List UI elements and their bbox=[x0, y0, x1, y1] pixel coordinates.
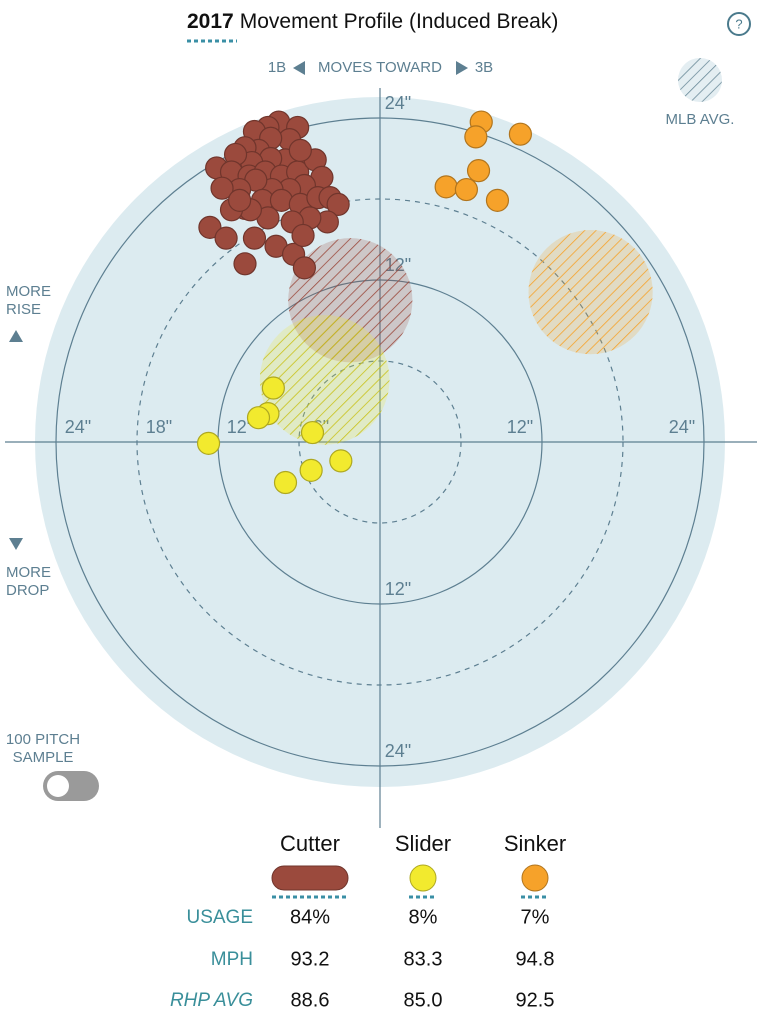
pitch bbox=[233, 252, 257, 276]
legend-name[interactable]: Cutter bbox=[280, 831, 340, 856]
direction-middle: MOVES TOWARD bbox=[318, 59, 442, 76]
pitch bbox=[508, 122, 533, 146]
legend-name[interactable]: Sinker bbox=[504, 831, 566, 856]
help-button[interactable] bbox=[727, 12, 751, 36]
pitch bbox=[485, 188, 510, 212]
pitch bbox=[454, 177, 478, 202]
arrow-left bbox=[293, 61, 305, 75]
drop-label: MORE bbox=[6, 564, 51, 581]
x-tick-label: 24" bbox=[669, 417, 695, 437]
cell: 94.8 bbox=[516, 948, 555, 970]
row-label: RHP AVG bbox=[170, 990, 253, 1011]
cell: 88.6 bbox=[291, 989, 330, 1011]
mlb-avg-icon-hatch bbox=[678, 58, 722, 102]
pitch bbox=[261, 376, 285, 400]
mlb-avg-zone bbox=[259, 315, 390, 445]
pitch bbox=[228, 188, 252, 212]
x-tick-label: 18" bbox=[146, 417, 172, 437]
pitch bbox=[434, 175, 458, 199]
legend-name[interactable]: Slider bbox=[395, 831, 451, 856]
mlb-avg-zone bbox=[528, 230, 653, 355]
y-tick-label: 24" bbox=[385, 741, 411, 761]
title: 2017 Movement Profile (Induced Break) bbox=[187, 10, 558, 33]
cell: 7% bbox=[521, 906, 550, 928]
rise-label: RISE bbox=[6, 301, 41, 318]
pitch bbox=[326, 192, 350, 216]
cell: 92.5 bbox=[516, 989, 555, 1011]
sample-label: SAMPLE bbox=[13, 749, 74, 766]
pitch bbox=[242, 226, 267, 250]
arrow-right bbox=[456, 61, 468, 75]
mlb-avg-label: MLB AVG. bbox=[666, 111, 735, 128]
drop-arrow bbox=[9, 538, 23, 550]
y-tick-label: 24" bbox=[385, 93, 411, 113]
cell: 83.3 bbox=[404, 948, 443, 970]
cell: 84% bbox=[290, 906, 330, 928]
row-label: MPH bbox=[211, 949, 253, 970]
sample-label: 100 PITCH bbox=[6, 731, 80, 748]
pitch bbox=[210, 176, 234, 200]
pitch bbox=[300, 420, 325, 445]
row-label: USAGE bbox=[186, 907, 253, 928]
help-icon[interactable]: ? bbox=[735, 16, 742, 31]
legend-swatch[interactable] bbox=[271, 865, 349, 891]
cell: 8% bbox=[409, 906, 438, 928]
pitch bbox=[291, 223, 315, 248]
pitch bbox=[196, 431, 221, 455]
cell: 93.2 bbox=[291, 948, 330, 970]
pitch bbox=[329, 449, 353, 473]
legend-swatch[interactable] bbox=[409, 864, 437, 892]
pitch bbox=[214, 226, 238, 250]
pitch bbox=[466, 159, 491, 183]
drop-label: DROP bbox=[6, 582, 49, 599]
title-year[interactable]: 2017 bbox=[187, 10, 234, 33]
title-text: Movement Profile (Induced Break) bbox=[240, 10, 559, 33]
pitch bbox=[292, 256, 316, 280]
cell: 85.0 bbox=[404, 989, 443, 1011]
x-tick-label: 24" bbox=[65, 417, 91, 437]
y-tick-label: 12" bbox=[385, 579, 411, 599]
direction-right: 3B bbox=[475, 59, 493, 76]
pitch bbox=[273, 470, 298, 495]
rise-arrow bbox=[9, 330, 23, 342]
x-tick-label: 12" bbox=[227, 417, 253, 437]
plot: 24"18"12"6"12"24"24"12"12"24" bbox=[5, 88, 757, 828]
pitch bbox=[288, 138, 312, 162]
x-tick-label: 12" bbox=[507, 417, 533, 437]
summary-table: Cutter Slider Sinker USAGE 84% 8% 7% MPH 93.2 83.… bbox=[170, 831, 566, 1011]
toggle-knob[interactable] bbox=[47, 775, 69, 797]
pitch bbox=[299, 458, 323, 482]
pitch bbox=[246, 406, 271, 430]
direction-left: 1B bbox=[268, 59, 286, 76]
pitch bbox=[198, 215, 222, 239]
rise-label: MORE bbox=[6, 283, 51, 300]
pitch bbox=[464, 125, 488, 149]
legend-swatch[interactable] bbox=[521, 864, 549, 892]
